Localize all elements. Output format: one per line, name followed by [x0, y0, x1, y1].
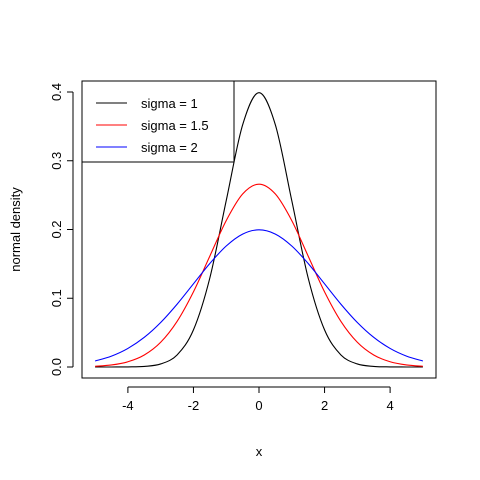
y-tick-label: 0.4	[49, 83, 64, 101]
series-line-sigma-2	[94, 229, 424, 362]
y-axis: 0.0 0.1 0.2 0.3 0.4	[49, 83, 74, 376]
x-axis-label: x	[256, 444, 263, 459]
y-tick-label: 0.3	[49, 152, 64, 170]
legend-box	[81, 80, 235, 163]
x-axis: -4 -2 0 2 4	[122, 386, 394, 413]
x-tick-label: 0	[255, 398, 262, 413]
y-axis-label: normal density	[8, 187, 23, 272]
legend-label-sigma-1: sigma = 1	[141, 96, 198, 111]
x-tick-label: -2	[188, 398, 200, 413]
legend: sigma = 1 sigma = 1.5 sigma = 2	[81, 80, 235, 163]
legend-label-sigma-2: sigma = 2	[141, 140, 198, 155]
y-tick-label: 0.0	[49, 358, 64, 376]
y-tick-label: 0.2	[49, 220, 64, 238]
x-tick-label: 4	[386, 398, 393, 413]
x-tick-label: 2	[321, 398, 328, 413]
x-tick-label: -4	[122, 398, 134, 413]
series-line-sigma-1	[95, 92, 423, 368]
legend-label-sigma-1-5: sigma = 1.5	[141, 118, 209, 133]
plot-area-frame	[81, 80, 437, 379]
series-layer	[94, 92, 424, 368]
y-tick-label: 0.1	[49, 289, 64, 307]
series-line-sigma-1-5	[95, 183, 423, 367]
